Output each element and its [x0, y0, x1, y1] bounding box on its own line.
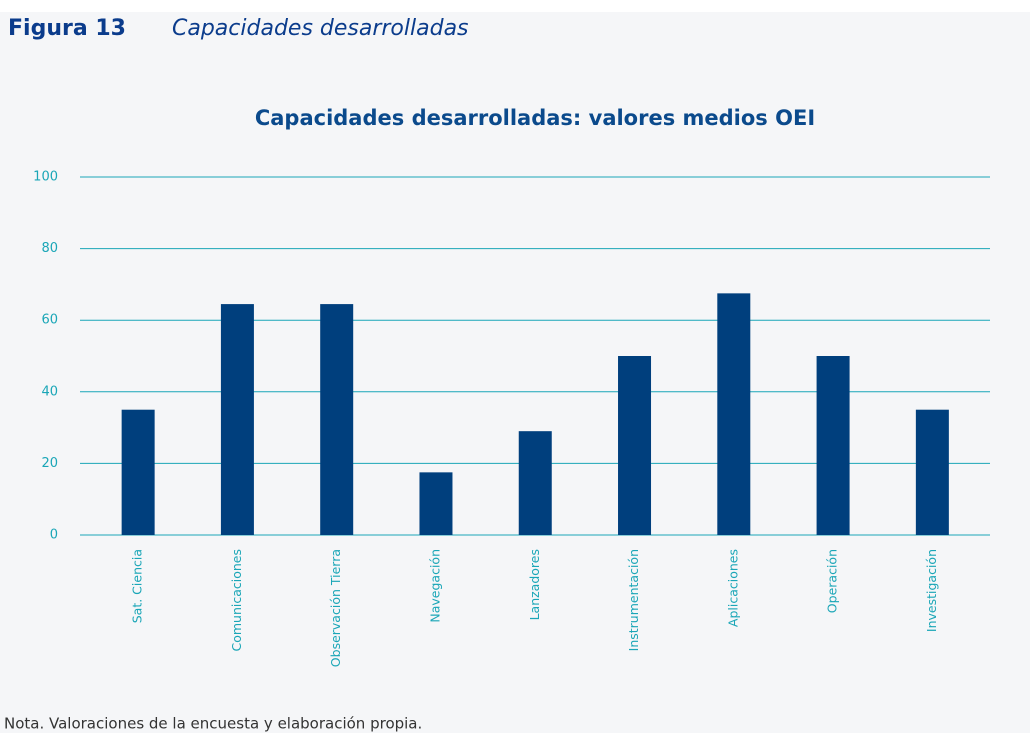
bar [518, 431, 552, 535]
x-tick-label: Lanzadores [527, 549, 542, 620]
figure-caption: Capacidades desarrolladas [172, 16, 469, 41]
bar [717, 293, 751, 535]
bar [419, 472, 453, 535]
x-tick-label: Sat. Ciencia [130, 549, 145, 623]
top-strip [0, 0, 1030, 12]
x-tick-label: Navegación [427, 549, 442, 623]
figure-label: Figura 13 [8, 16, 126, 41]
bar [220, 304, 254, 535]
x-tick-label: Investigación [924, 549, 939, 632]
bar [618, 356, 652, 535]
chart-title: Capacidades desarrolladas: valores medio… [255, 106, 815, 130]
y-tick-label: 100 [33, 170, 58, 185]
bar [121, 409, 155, 535]
y-tick-label: 60 [41, 313, 58, 328]
bar [915, 409, 949, 535]
x-tick-label: Comunicaciones [229, 549, 244, 652]
bar [320, 304, 354, 535]
bar [816, 356, 850, 535]
y-tick-label: 20 [41, 456, 58, 471]
x-tick-label: Observación Tierra [328, 549, 343, 667]
x-tick-label: Instrumentación [626, 549, 641, 651]
y-tick-label: 40 [41, 384, 58, 399]
x-tick-label: Aplicaciones [725, 549, 740, 627]
x-tick-label: Operación [825, 549, 840, 613]
y-tick-label: 0 [50, 528, 58, 543]
note: Nota. Valoraciones de la encuesta y elab… [4, 715, 422, 733]
y-tick-label: 80 [41, 241, 58, 256]
